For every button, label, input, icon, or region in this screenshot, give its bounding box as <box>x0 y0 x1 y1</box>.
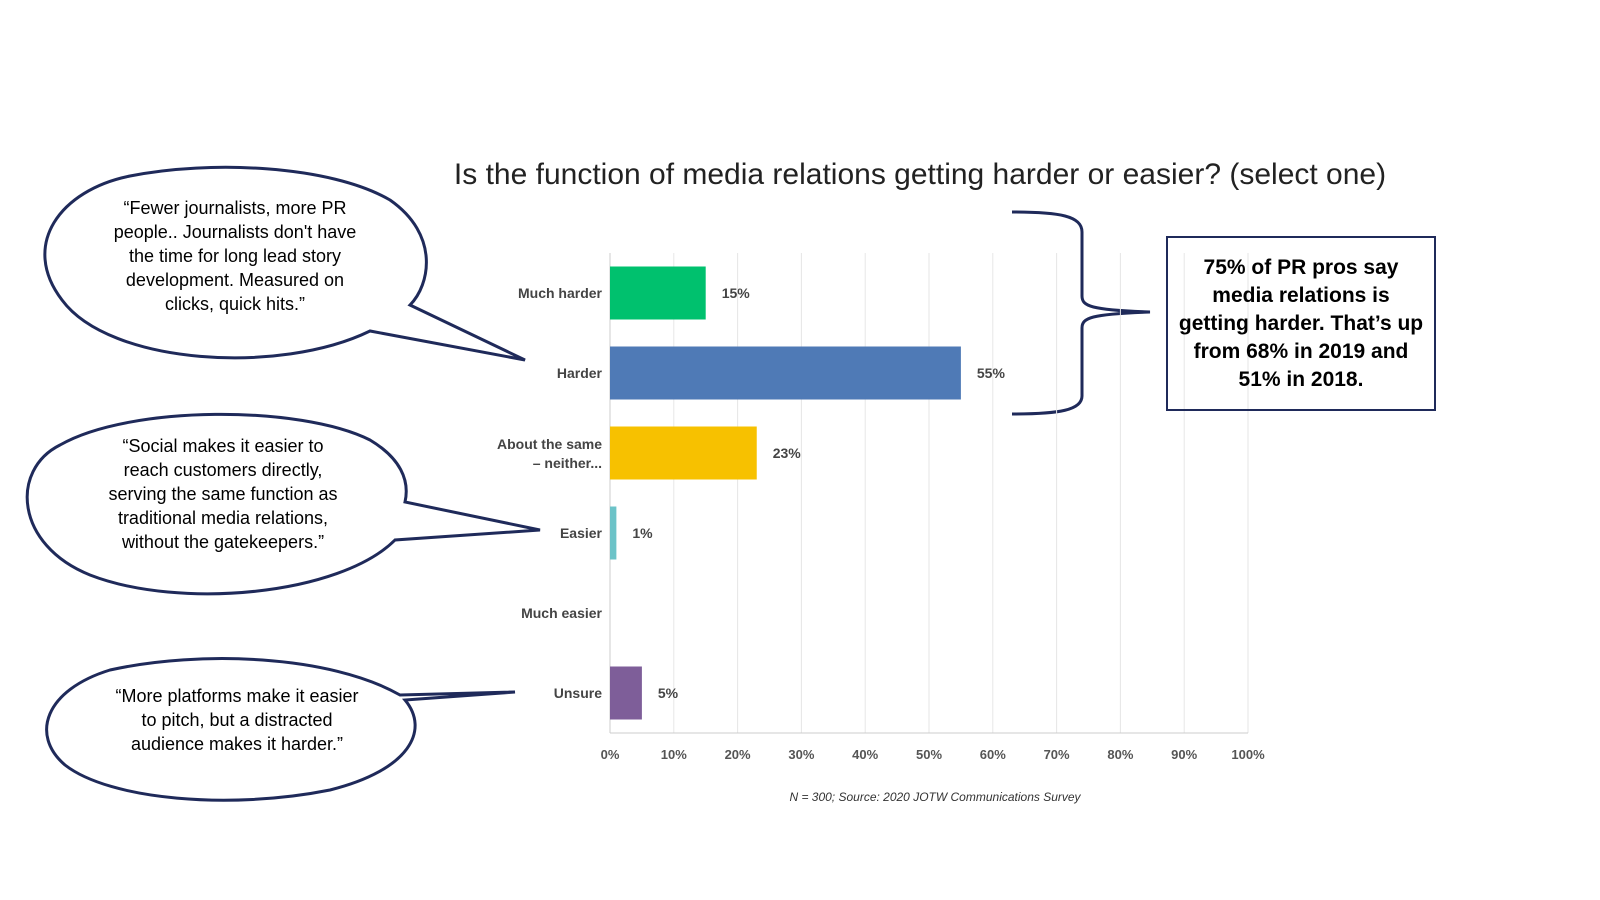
value-label: 15% <box>722 285 751 301</box>
category-label: Much harder <box>518 285 603 301</box>
x-tick-labels: 0% 10% 20% 30% 40% 50% 60% 70% 80% 90% 100% <box>601 747 1265 762</box>
value-label: 55% <box>977 365 1006 381</box>
quote-1: “Fewer journalists, more PR people.. Jou… <box>113 198 357 314</box>
x-tick-label: 100% <box>1231 747 1265 762</box>
bars <box>610 266 961 720</box>
summary-callout: 75% of PR pros say media relations is ge… <box>1166 236 1436 411</box>
x-tick-label: 40% <box>852 747 878 762</box>
bar <box>610 346 961 400</box>
value-label: 5% <box>658 685 679 701</box>
quote-2: “Social makes it easier to reach custome… <box>108 436 338 552</box>
value-label: 1% <box>632 525 653 541</box>
value-labels: 15% 55% 23% 1% 5% <box>632 285 1005 701</box>
bar <box>610 426 757 480</box>
gridlines <box>609 253 1249 734</box>
source-note: N = 300; Source: 2020 JOTW Communication… <box>789 790 1081 804</box>
speech-bubble-1 <box>43 165 526 362</box>
category-label: About the same – neither... <box>497 436 602 471</box>
category-label: Easier <box>560 525 603 541</box>
quote-3: “More platforms make it easier to pitch,… <box>115 686 359 754</box>
x-tick-label: 60% <box>980 747 1006 762</box>
x-tick-label: 50% <box>916 747 942 762</box>
x-tick-label: 20% <box>725 747 751 762</box>
speech-bubble-2 <box>25 412 541 596</box>
category-label: Unsure <box>554 685 602 701</box>
speech-bubble-3 <box>45 657 516 802</box>
x-tick-label: 80% <box>1107 747 1133 762</box>
category-label: Harder <box>557 365 603 381</box>
x-tick-label: 90% <box>1171 747 1197 762</box>
x-tick-label: 10% <box>661 747 687 762</box>
category-labels: Much harder Harder About the same – neither… <box>497 285 603 701</box>
value-label: 23% <box>773 445 802 461</box>
x-tick-label: 70% <box>1044 747 1070 762</box>
x-tick-label: 30% <box>788 747 814 762</box>
x-tick-label: 0% <box>601 747 620 762</box>
category-label: Much easier <box>521 605 602 621</box>
bar <box>610 506 617 560</box>
bar <box>610 666 642 720</box>
bar <box>610 266 706 320</box>
chart-title: Is the function of media relations getti… <box>453 158 1387 191</box>
bracket-brace <box>1011 210 1151 416</box>
